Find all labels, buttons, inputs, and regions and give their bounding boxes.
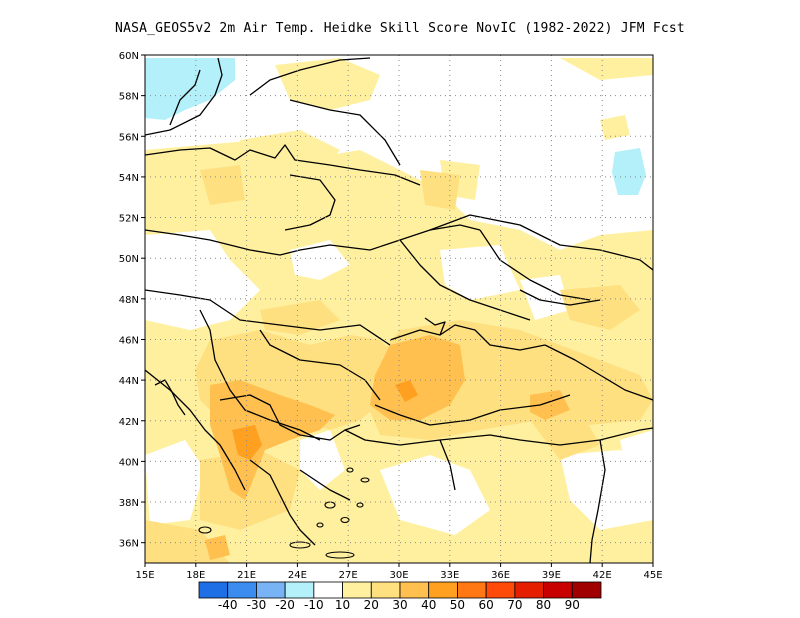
map-title: NASA_GEOS5v2 2m Air Temp. Heidke Skill S… (115, 21, 685, 36)
colorbar-swatch (485, 581, 516, 599)
colorbar-swatch (256, 581, 286, 599)
x-tick-label: 45E (643, 570, 662, 581)
x-tick-label: 30E (389, 570, 408, 581)
y-tick-label: 42N (119, 417, 139, 428)
colorbar-swatch (543, 581, 573, 599)
colorbar-label: 80 (536, 598, 551, 612)
y-tick-label: 56N (119, 132, 139, 143)
colorbar-label: -20 (275, 598, 295, 612)
x-tick-label: 24E (288, 570, 307, 581)
x-tick-label: 33E (440, 570, 459, 581)
colorbar-label: 50 (450, 598, 465, 612)
y-tick-label: 36N (119, 539, 139, 550)
colorbar-swatch (227, 581, 257, 599)
y-tick-label: 50N (119, 254, 139, 265)
plot-frame (144, 54, 654, 564)
y-tick-label: 48N (119, 295, 139, 306)
x-tick-label: 42E (593, 570, 612, 581)
islands (198, 467, 370, 559)
colorbar-label: -40 (218, 598, 238, 612)
colorbar-label: 90 (565, 598, 580, 612)
colorbar-swatch (457, 581, 487, 599)
colorbar-swatch (514, 581, 544, 599)
colorbar-swatch (399, 581, 430, 599)
x-tick-label: 15E (135, 570, 154, 581)
skill-field (145, 55, 653, 563)
colorbar-label: -10 (304, 598, 324, 612)
colorbar-swatch (428, 581, 458, 599)
colorbar-label: 60 (479, 598, 494, 612)
colorbar-label: 10 (335, 598, 350, 612)
y-tick-label: 38N (119, 498, 139, 509)
colorbar-label: -30 (247, 598, 267, 612)
colorbar-label: 70 (507, 598, 522, 612)
y-tick-label: 58N (119, 92, 139, 103)
y-tick-label: 44N (119, 376, 139, 387)
colorbar-swatch (342, 581, 372, 599)
y-tick-label: 40N (119, 457, 139, 468)
colorbar-label: 30 (392, 598, 407, 612)
y-axis-ticks: 36N 38N 40N 42N 44N 46N 48N 50N 52N 54N 56N 58N 60N (119, 51, 145, 550)
x-tick-label: 18E (186, 570, 205, 581)
colorbar-label: 40 (421, 598, 436, 612)
y-tick-label: 60N (119, 51, 139, 62)
colorbar-swatch (370, 581, 401, 599)
colorbar: -40 -30 -20 -10 10 20 30 40 50 60 70 80 90 (198, 581, 602, 612)
x-tick-label: 21E (237, 570, 256, 581)
x-axis-ticks: 15E 18E 21E 24E 27E 30E 33E 36E 39E 42E 45E (135, 563, 663, 581)
colorbar-swatch (284, 581, 315, 599)
colorbar-swatch (571, 581, 602, 599)
y-tick-label: 54N (119, 173, 139, 184)
coastlines-borders (145, 57, 653, 563)
colorbar-label: 20 (364, 598, 379, 612)
x-tick-label: 36E (491, 570, 510, 581)
y-tick-label: 46N (119, 335, 139, 346)
y-tick-label: 52N (119, 214, 139, 225)
colorbar-swatch (198, 581, 229, 599)
colorbar-swatch (313, 581, 343, 599)
x-tick-label: 27E (339, 570, 358, 581)
x-tick-label: 39E (542, 570, 561, 581)
